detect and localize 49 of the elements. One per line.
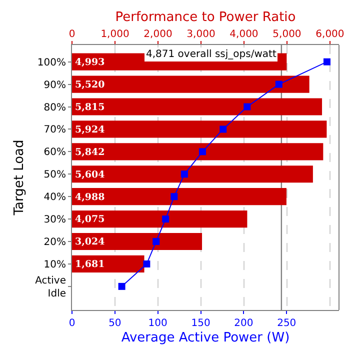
y-tick-label: Active Idle <box>35 275 66 300</box>
x-tick-label: 0 <box>68 318 76 329</box>
x2-tick-label: 3,000 <box>186 29 216 40</box>
y-tick-label: 20% <box>44 237 66 248</box>
y-tick-label: 60% <box>44 147 66 158</box>
x2-tick-label: 4,000 <box>230 29 258 40</box>
y-tick-label: 50% <box>44 170 66 181</box>
data-label: 5,842 <box>75 146 105 158</box>
x-tick-label: 200 <box>234 318 254 329</box>
point <box>152 238 160 245</box>
y-tick-label: 10% <box>44 259 66 270</box>
data-label: 1,681 <box>75 259 105 270</box>
data-label: 3,024 <box>75 236 106 248</box>
x-tick-label: 150 <box>191 318 210 329</box>
x2-tick-label: 0 <box>68 29 76 40</box>
x-tick-label: 250 <box>277 318 296 329</box>
y-tick-label: 70% <box>44 124 66 136</box>
point <box>199 148 206 156</box>
data-label: 4,993 <box>75 57 105 68</box>
point <box>220 126 227 133</box>
x2-axis-title: Performance to Power Ratio <box>115 10 296 25</box>
y-axis-title: Target Load <box>12 140 28 216</box>
data-label: 4,988 <box>75 192 106 203</box>
point <box>162 216 170 223</box>
point <box>170 193 178 200</box>
x2-tick-label: 6,000 <box>316 29 344 40</box>
point <box>143 260 150 268</box>
x-axis-title: Average Active Power (W) <box>121 330 290 346</box>
x2-tick-label: 5,000 <box>272 29 302 40</box>
point <box>275 80 282 88</box>
data-label: 4,075 <box>75 214 105 226</box>
y-tick-label: 30% <box>44 214 66 226</box>
point <box>244 103 251 110</box>
data-label: 5,520 <box>75 79 106 90</box>
x-tick-label: 50 <box>108 318 122 329</box>
x2-tick-label: 1,000 <box>100 29 130 40</box>
y-tick-label: 100% <box>37 57 66 68</box>
point <box>323 58 330 66</box>
data-label: 5,924 <box>75 124 106 136</box>
x-tick-label: 100 <box>148 318 168 329</box>
data-label: 5,815 <box>75 102 105 113</box>
point <box>180 170 188 178</box>
y-tick-label: 80% <box>44 102 66 114</box>
y-tick-label: 90% <box>44 80 66 91</box>
y-tick-label: 40% <box>44 192 66 204</box>
x2-tick-label: 2,000 <box>144 29 172 40</box>
data-label: 5,604 <box>75 169 106 180</box>
point <box>118 282 126 290</box>
ref-line-label: 4,871 overall ssj_ops/watt <box>146 49 276 60</box>
